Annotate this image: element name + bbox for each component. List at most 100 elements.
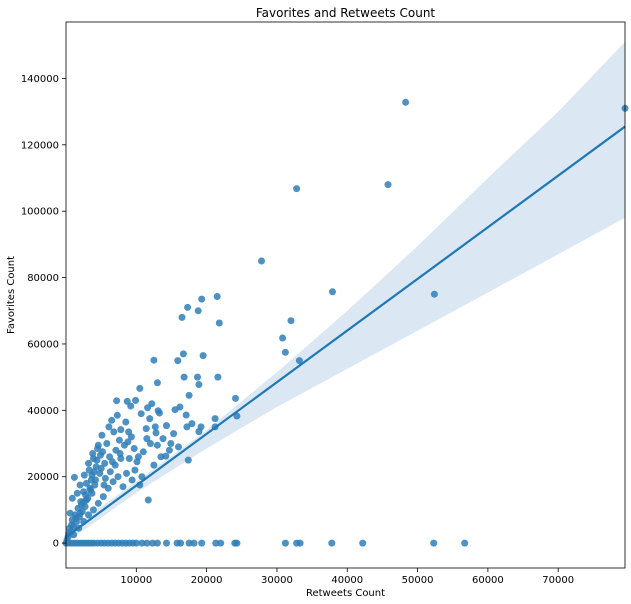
x-axis-label: Retweets Count <box>306 588 385 599</box>
chart-title: Favorites and Retweets Count <box>256 6 436 20</box>
data-point <box>179 350 187 358</box>
y-tick-label: 20000 <box>27 472 59 483</box>
data-point <box>279 334 287 342</box>
data-point <box>170 430 178 438</box>
data-point <box>76 481 84 489</box>
data-point <box>82 496 90 504</box>
data-point <box>212 539 220 547</box>
x-tick-label: 70000 <box>542 575 574 586</box>
data-point <box>88 489 96 497</box>
data-point <box>183 423 191 431</box>
data-point <box>167 440 175 447</box>
data-point <box>174 357 182 365</box>
x-tick-label: 40000 <box>331 575 363 586</box>
y-axis-label: Favorites Count <box>6 256 17 334</box>
y-tick-label: 0 <box>53 539 59 550</box>
plot-frame <box>65 21 626 569</box>
data-point <box>195 428 203 436</box>
data-point <box>329 288 336 296</box>
data-point <box>152 429 160 437</box>
data-point <box>125 428 133 436</box>
data-point <box>163 539 170 547</box>
data-point <box>215 319 223 327</box>
data-point <box>134 453 142 461</box>
data-point <box>123 469 130 477</box>
data-point <box>97 451 104 459</box>
data-point <box>119 483 127 491</box>
data-point <box>89 506 97 514</box>
data-point <box>175 443 182 451</box>
data-point <box>94 499 102 507</box>
data-point <box>402 98 410 106</box>
data-point <box>198 295 206 303</box>
data-point <box>156 409 163 417</box>
data-point <box>281 539 289 547</box>
x-tick-label: 50000 <box>402 575 434 586</box>
data-point <box>150 356 158 364</box>
data-point <box>128 476 136 484</box>
data-point <box>384 181 392 189</box>
data-point <box>182 411 190 419</box>
data-point <box>82 479 90 487</box>
data-point <box>195 381 203 388</box>
data-point <box>127 402 135 410</box>
data-point <box>106 468 114 476</box>
y-tick-label: 40000 <box>27 406 59 417</box>
confidence-band <box>66 41 625 543</box>
regression-line <box>65 125 626 539</box>
x-tick-label: 30000 <box>261 575 293 586</box>
data-point <box>461 539 469 547</box>
data-point <box>73 489 81 497</box>
data-point <box>153 441 161 449</box>
plot-area <box>66 22 625 568</box>
data-point <box>132 539 140 547</box>
data-point <box>233 539 241 547</box>
data-point <box>101 459 109 467</box>
data-point <box>199 352 207 360</box>
data-point <box>122 418 130 426</box>
data-point <box>115 436 123 444</box>
data-point <box>72 514 80 522</box>
data-point <box>70 473 78 481</box>
data-point <box>157 453 165 461</box>
y-tick-label: 80000 <box>27 273 59 284</box>
data-point <box>132 396 140 404</box>
data-point <box>139 448 147 456</box>
data-point <box>430 539 438 547</box>
data-point <box>144 496 152 504</box>
data-point <box>213 293 221 300</box>
data-point <box>190 539 198 547</box>
data-point <box>185 539 193 547</box>
data-point <box>76 509 84 517</box>
data-point <box>295 357 303 365</box>
data-point <box>100 481 108 489</box>
data-point <box>138 473 146 481</box>
data-point <box>146 415 154 423</box>
data-point <box>105 423 113 431</box>
data-point <box>143 435 151 443</box>
data-point <box>211 415 219 423</box>
data-point <box>146 440 154 447</box>
x-tick-label: 20000 <box>191 575 223 586</box>
data-point <box>117 426 125 434</box>
data-point <box>85 459 92 467</box>
data-point <box>232 394 239 402</box>
data-point <box>194 373 201 381</box>
data-point <box>281 348 289 356</box>
data-point <box>151 423 159 431</box>
data-point <box>185 391 193 399</box>
data-point <box>97 464 105 472</box>
data-point <box>293 185 301 193</box>
data-point <box>430 290 438 298</box>
y-tick-label: 120000 <box>21 140 59 151</box>
data-point <box>80 471 88 479</box>
data-point <box>165 446 173 454</box>
data-point <box>214 373 222 381</box>
data-point <box>92 476 99 484</box>
y-tick-label: 140000 <box>21 74 59 85</box>
data-point <box>359 539 367 547</box>
data-point <box>108 458 116 466</box>
data-point <box>130 445 138 452</box>
data-point <box>99 493 107 501</box>
data-point <box>163 422 170 430</box>
